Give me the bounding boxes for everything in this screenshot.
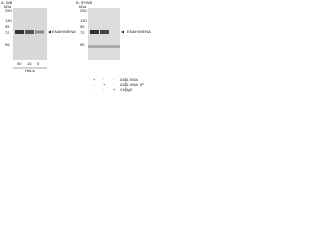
lane-mark: +: [113, 87, 116, 92]
lane-mark: ·: [113, 82, 115, 87]
marker-label: 250: [80, 8, 87, 13]
marker-label: 55: [80, 42, 85, 47]
band: [15, 30, 24, 34]
sample-label: HeLa: [25, 68, 35, 73]
row-label: A301-906A: [120, 83, 138, 87]
marker-label: 130: [5, 18, 12, 23]
lane-mark: +: [93, 77, 96, 82]
heavy-chain: [88, 45, 120, 48]
lane-label: 50: [17, 61, 22, 66]
lane-label: 5: [37, 61, 40, 66]
kda-label: kDa: [4, 4, 12, 9]
marker-label: 95: [80, 24, 85, 29]
band: [90, 30, 99, 34]
marker-label: 95: [5, 24, 10, 29]
lane-mark: ·: [103, 77, 105, 82]
lane-mark: +: [103, 82, 106, 87]
lane-label: 15: [27, 61, 32, 66]
blots: [13, 8, 127, 92]
figure: A. WB kDa 250 130 95 72 55 ENAH/MENA B. IP/WB kDa…: [0, 0, 151, 98]
marker-label: 72: [80, 30, 85, 35]
band: [25, 30, 34, 34]
lane-mark: ·: [93, 82, 95, 87]
band-label: ENAH/MENA: [52, 29, 76, 34]
marker-label: 55: [5, 42, 10, 47]
band: [100, 30, 109, 34]
group-label: IP: [140, 82, 144, 87]
lane-mark: ·: [103, 87, 105, 92]
panel-label: B. IP/WB: [76, 0, 93, 5]
marker-label: 130: [80, 18, 87, 23]
band-label: ENAH/MENA: [127, 29, 151, 34]
marker-label: 72: [5, 30, 10, 35]
row-label: A301-905A: [120, 78, 138, 82]
arrow: [121, 30, 124, 34]
kda-label: kDa: [79, 4, 87, 9]
arrow: [48, 30, 51, 34]
lane-mark: ·: [93, 87, 95, 92]
marker-label: 250: [5, 8, 12, 13]
lane-mark: ·: [113, 77, 115, 82]
panel-label: A. WB: [1, 0, 13, 5]
row-label: Ctrl IgG: [120, 88, 133, 92]
band: [35, 30, 44, 34]
